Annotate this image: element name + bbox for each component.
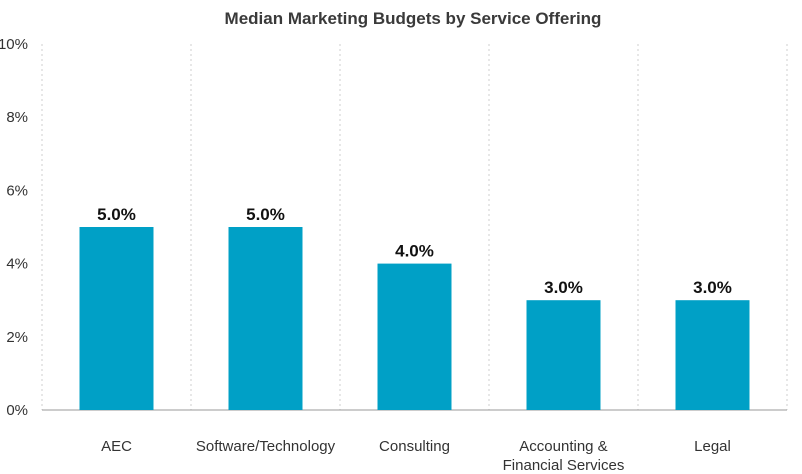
bar [526,300,601,410]
y-tick-label: 2% [6,329,28,346]
y-axis-tick-labels: 0% 2% 4% 6% 8% 10% [0,36,28,419]
grid-layer [41,44,788,410]
y-tick-label: 8% [6,109,28,126]
x-tick-label: Accounting & Financial Services [503,438,625,474]
data-label: 5.0% [246,205,285,224]
bar [228,227,303,410]
bar [675,300,750,410]
y-tick-label: 4% [6,256,28,273]
y-tick-label: 0% [6,402,28,419]
data-label: 4.0% [395,242,434,261]
x-tick-label: Software/Technology [196,438,336,455]
x-axis-tick-labels: AEC Software/Technology Consulting Accounti… [101,438,731,474]
data-labels-layer: 5.0% 5.0% 4.0% 3.0% 3.0% [97,205,732,297]
y-tick-label: 6% [6,182,28,199]
x-tick-label: AEC [101,438,132,455]
chart-title: Median Marketing Budgets by Service Offe… [225,9,602,28]
data-label: 3.0% [693,278,732,297]
bar [377,263,452,410]
data-label: 3.0% [544,278,583,297]
bars-layer [79,227,750,410]
bar [79,227,154,410]
y-tick-label: 10% [0,36,28,53]
data-label: 5.0% [97,205,136,224]
x-tick-label: Legal [694,438,731,455]
x-tick-label: Consulting [379,438,450,455]
